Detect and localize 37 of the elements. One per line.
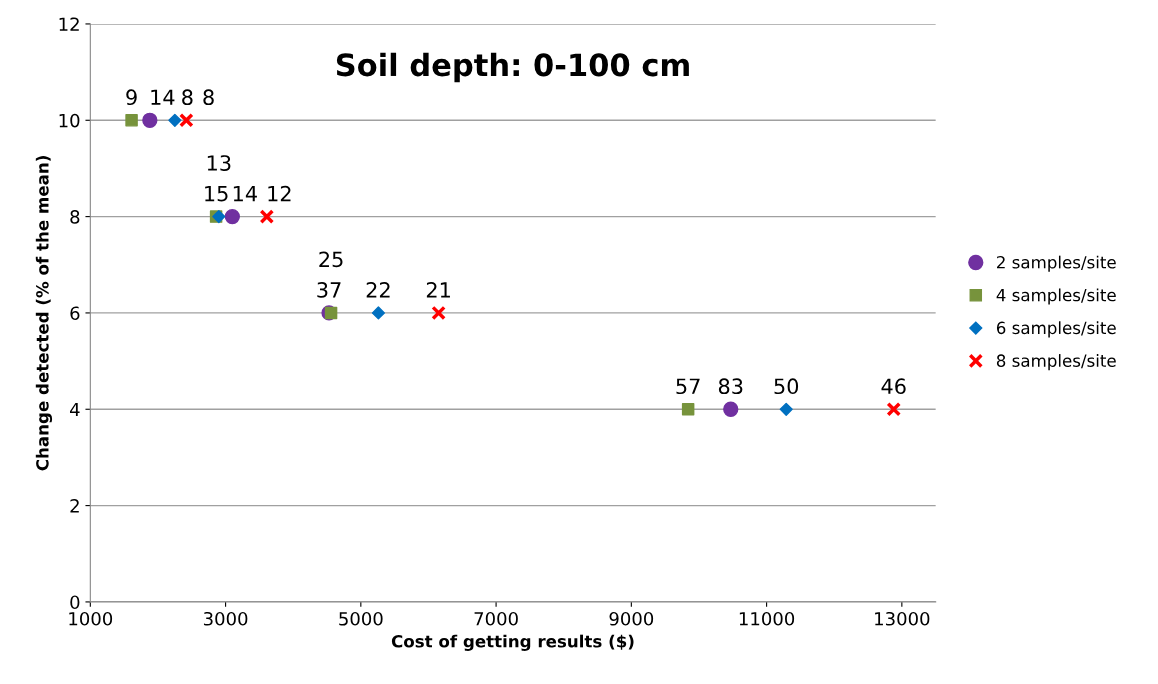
annotation: 50: [774, 378, 799, 395]
annotation: 9: [126, 89, 137, 106]
x-tick-label: 3000: [203, 611, 248, 626]
annotation: 15: [205, 185, 228, 202]
x-axis-title: Cost of getting results ($): [391, 634, 634, 651]
x-tick-label: 7000: [474, 611, 518, 626]
y-tick-label: 8: [70, 210, 80, 224]
text: Soil depth: 0-100 cm: [336, 52, 689, 83]
annotation: 46: [881, 378, 906, 395]
y-tick-label: 0: [70, 595, 80, 610]
annotation: 8: [203, 89, 214, 106]
annotation: 22: [366, 282, 390, 298]
x-tick-label: 11000: [739, 611, 795, 626]
legend-label: 4 samples/site: [996, 288, 1116, 305]
x-tick-label: 5000: [339, 611, 383, 626]
legend-label: 6 samples/site: [996, 321, 1116, 338]
annotation: 8: [182, 89, 193, 106]
y-tick-label: 12: [59, 17, 79, 31]
annotation: 25: [319, 251, 343, 268]
x-tick-label: 9000: [609, 611, 654, 626]
x-tick-label: 1000: [69, 611, 113, 626]
annotation: 14: [151, 89, 175, 105]
annotation: 57: [676, 378, 700, 395]
annotation: 21: [426, 282, 450, 298]
y-tick-label: 10: [59, 113, 80, 128]
annotation: 37: [317, 282, 341, 298]
y-tick-label: 6: [70, 306, 80, 321]
y-tick-label: 2: [70, 499, 79, 513]
legend-label: 8 samples/site: [996, 354, 1116, 371]
legend-label: 2 samples/site: [997, 255, 1116, 272]
y-axis-title: Change detected (% of the mean): [35, 156, 53, 471]
x-tick-label: 13000: [875, 611, 930, 626]
annotation: 13: [207, 155, 231, 171]
annotation: 12: [268, 185, 291, 202]
annotation: 14: [233, 185, 257, 202]
annotation: 83: [718, 378, 743, 395]
y-tick-label: 4: [70, 402, 80, 417]
